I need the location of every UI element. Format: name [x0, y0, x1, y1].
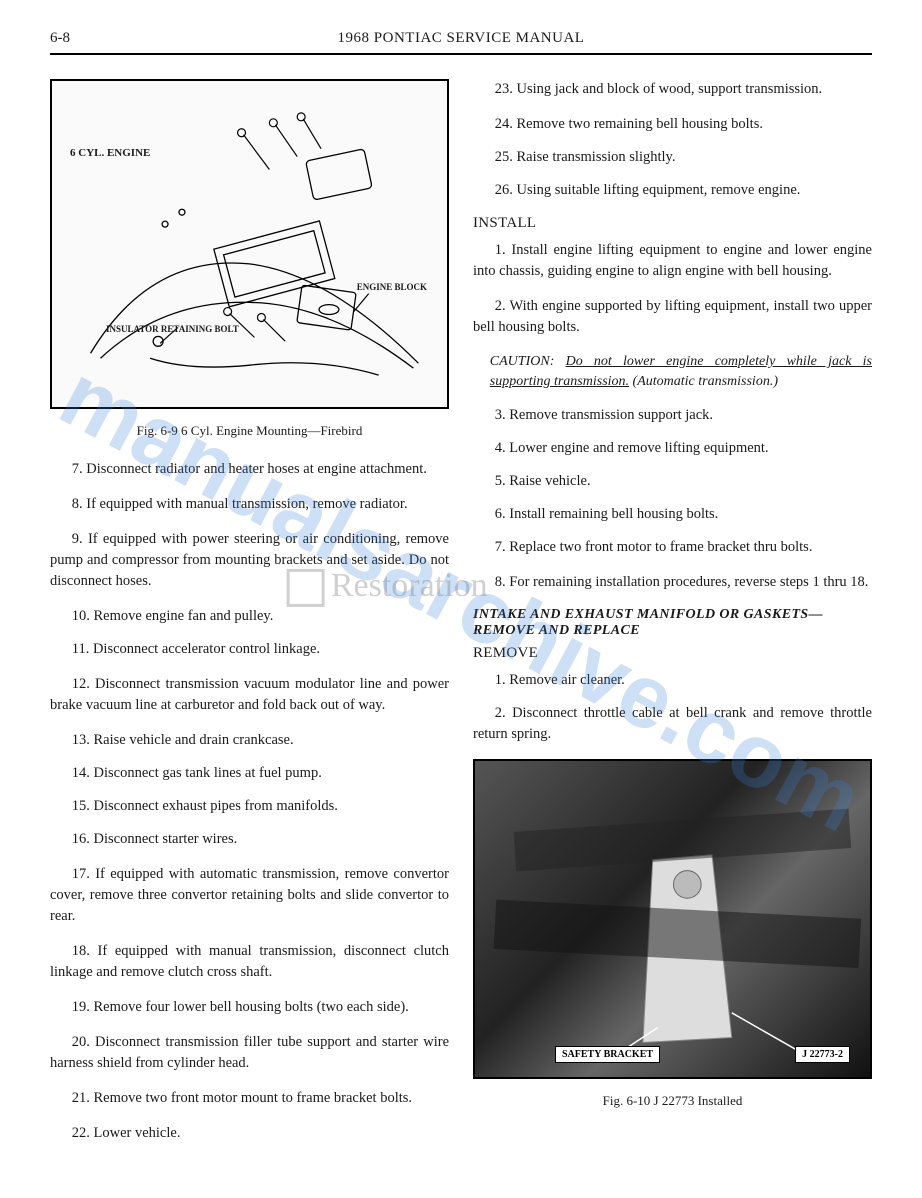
engine-mounting-diagram: 6 CYL. ENGINE INSULATOR RETAINING BOLT E… [66, 95, 433, 393]
step-19: 19. Remove four lower bell housing bolts… [50, 997, 449, 1018]
page-root: manualsarchive.com Restoration 6-8 1968 … [0, 0, 922, 1198]
caution-label: CAUTION: [490, 354, 555, 369]
install-1: 1. Install engine lifting equipment to e… [473, 240, 872, 282]
install-5: 5. Raise vehicle. [473, 471, 872, 492]
engine-mounting-svg [66, 95, 433, 393]
caution-tail: (Automatic transmission.) [633, 374, 778, 389]
step-13: 13. Raise vehicle and drain crankcase. [50, 730, 449, 751]
diagram-label-engine-block: ENGINE BLOCK [357, 283, 427, 293]
install-6: 6. Install remaining bell housing bolts. [473, 504, 872, 525]
install-7: 7. Replace two front motor to frame brac… [473, 537, 872, 558]
step-14: 14. Disconnect gas tank lines at fuel pu… [50, 763, 449, 784]
diagram-label-engine-title: 6 CYL. ENGINE [70, 147, 150, 159]
photo-overlay-svg [475, 761, 870, 1077]
caution-note: CAUTION: Do not lower engine completely … [490, 352, 872, 391]
step-17: 17. If equipped with automatic transmiss… [50, 864, 449, 927]
figure-6-9-caption: Fig. 6-9 6 Cyl. Engine Mounting—Firebird [50, 423, 449, 439]
step-15: 15. Disconnect exhaust pipes from manifo… [50, 796, 449, 817]
remove-1: 1. Remove air cleaner. [473, 670, 872, 691]
photo-label-tool-number: J 22773-2 [795, 1046, 850, 1063]
step-18: 18. If equipped with manual transmission… [50, 941, 449, 983]
step-20: 20. Disconnect transmission filler tube … [50, 1032, 449, 1074]
install-2: 2. With engine supported by lifting equi… [473, 296, 872, 338]
install-heading: INSTALL [473, 215, 872, 232]
step-16: 16. Disconnect starter wires. [50, 829, 449, 850]
figure-6-10-caption: Fig. 6-10 J 22773 Installed [473, 1093, 872, 1109]
step-7: 7. Disconnect radiator and heater hoses … [50, 459, 449, 480]
diagram-label-insulator: INSULATOR RETAINING BOLT [106, 325, 239, 335]
figure-6-10-box: SAFETY BRACKET J 22773-2 [473, 759, 872, 1079]
step-26: 26. Using suitable lifting equipment, re… [473, 180, 872, 201]
page-header: 6-8 1968 PONTIAC SERVICE MANUAL [50, 30, 872, 55]
step-12: 12. Disconnect transmission vacuum modul… [50, 674, 449, 716]
step-21: 21. Remove two front motor mount to fram… [50, 1088, 449, 1109]
install-8: 8. For remaining installation procedures… [473, 572, 872, 593]
step-11: 11. Disconnect accelerator control linka… [50, 639, 449, 660]
page-number: 6-8 [50, 30, 70, 47]
step-10: 10. Remove engine fan and pulley. [50, 606, 449, 627]
figure-6-9-box: 6 CYL. ENGINE INSULATOR RETAINING BOLT E… [50, 79, 449, 409]
step-24: 24. Remove two remaining bell housing bo… [473, 114, 872, 135]
step-22: 22. Lower vehicle. [50, 1123, 449, 1144]
step-23: 23. Using jack and block of wood, suppor… [473, 79, 872, 100]
manifold-heading: INTAKE AND EXHAUST MANIFOLD OR GASKETS—R… [473, 607, 872, 639]
step-8: 8. If equipped with manual transmission,… [50, 494, 449, 515]
remove-2: 2. Disconnect throttle cable at bell cra… [473, 703, 872, 745]
remove-heading: REMOVE [473, 645, 872, 662]
manual-title: 1968 PONTIAC SERVICE MANUAL [338, 30, 585, 47]
installed-tool-photo: SAFETY BRACKET J 22773-2 [475, 761, 870, 1077]
step-9: 9. If equipped with power steering or ai… [50, 529, 449, 592]
install-4: 4. Lower engine and remove lifting equip… [473, 438, 872, 459]
left-column: 6 CYL. ENGINE INSULATOR RETAINING BOLT E… [50, 79, 449, 1158]
photo-label-safety-bracket: SAFETY BRACKET [555, 1046, 660, 1063]
install-3: 3. Remove transmission support jack. [473, 405, 872, 426]
step-25: 25. Raise transmission slightly. [473, 147, 872, 168]
two-column-layout: 6 CYL. ENGINE INSULATOR RETAINING BOLT E… [50, 79, 872, 1158]
right-column: 23. Using jack and block of wood, suppor… [473, 79, 872, 1158]
